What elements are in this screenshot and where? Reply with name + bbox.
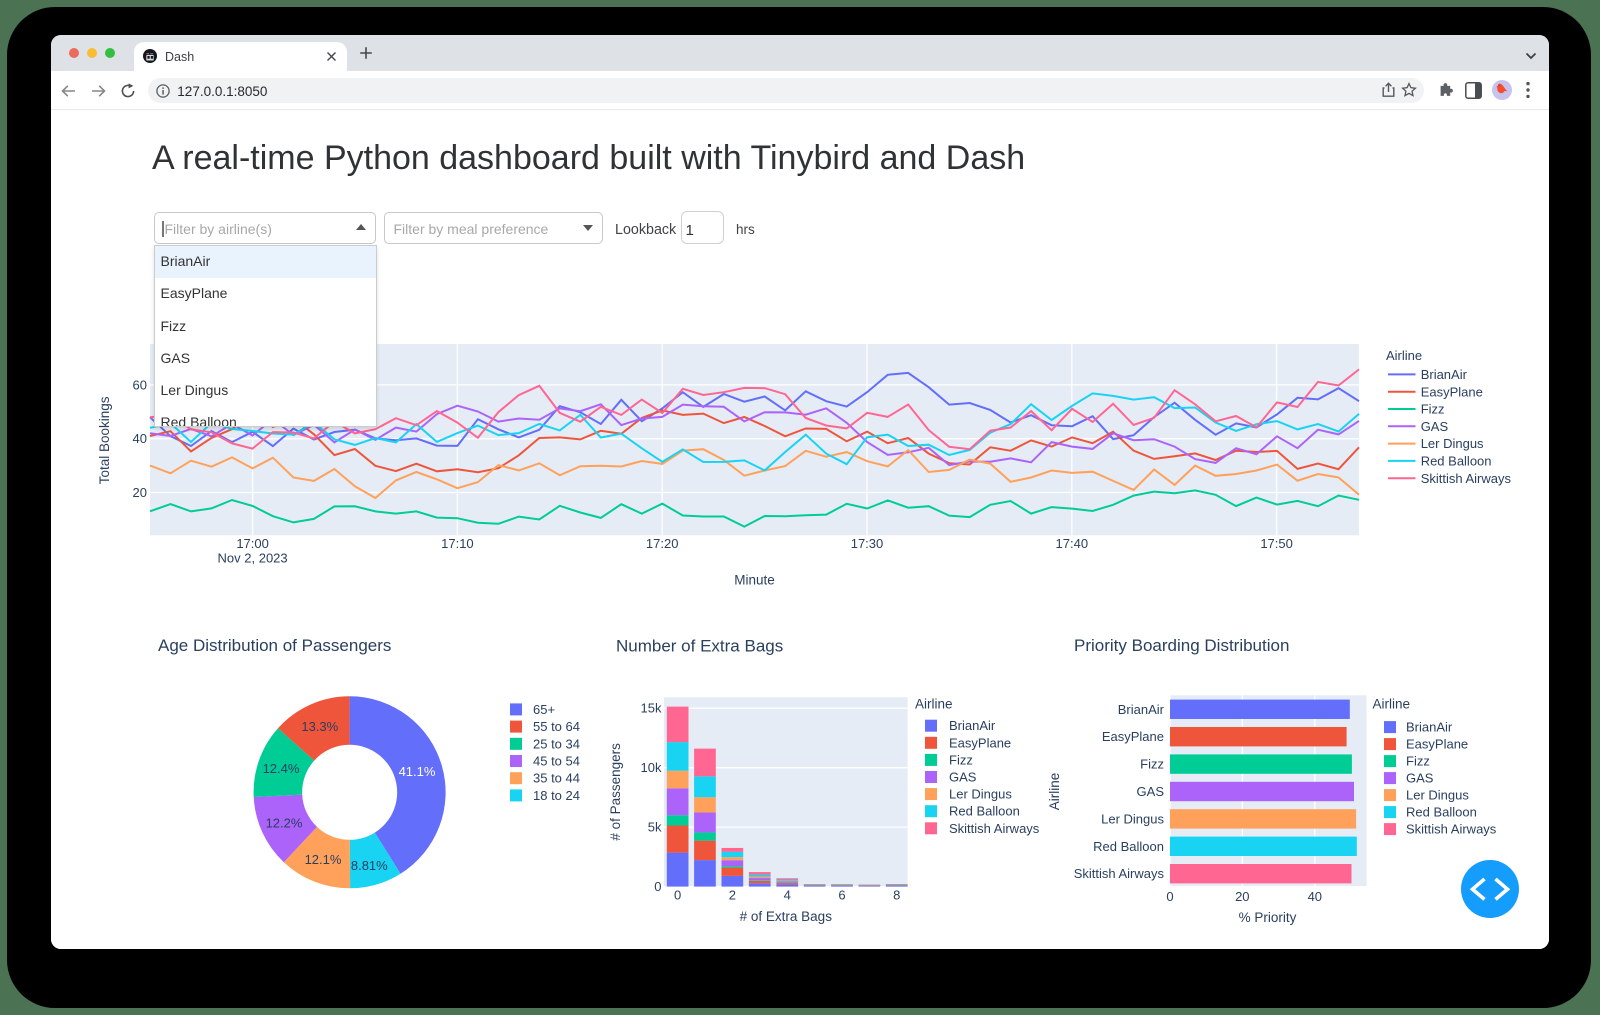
svg-text:Ler Dingus: Ler Dingus [1421,436,1484,451]
svg-text:GAS: GAS [1421,419,1449,434]
svg-text:17:20: 17:20 [646,536,679,551]
svg-text:Skittish Airways: Skittish Airways [1421,471,1512,486]
svg-text:EasyPlane: EasyPlane [1421,384,1483,399]
svg-text:Skittish Airways: Skittish Airways [949,821,1040,836]
svg-text:12.4%: 12.4% [263,761,300,776]
svg-text:5k: 5k [648,820,662,835]
svg-text:13.3%: 13.3% [301,719,338,734]
svg-text:BrianAir: BrianAir [1406,720,1453,735]
svg-text:55 to 64: 55 to 64 [533,719,580,734]
svg-text:Red Balloon: Red Balloon [1406,805,1477,820]
svg-text:Red Balloon: Red Balloon [1093,839,1164,854]
svg-text:0: 0 [654,879,661,894]
svg-text:12.2%: 12.2% [266,816,303,831]
svg-text:15k: 15k [641,701,662,716]
svg-text:Fizz: Fizz [1140,757,1164,772]
svg-text:65+: 65+ [533,702,555,717]
svg-text:Minute: Minute [734,573,775,588]
svg-text:Total Bookings: Total Bookings [97,396,112,484]
svg-text:% Priority: % Priority [1239,910,1297,925]
svg-text:0: 0 [674,888,681,903]
svg-text:25 to 34: 25 to 34 [533,736,580,751]
svg-text:Priority Boarding Distribution: Priority Boarding Distribution [1074,636,1289,655]
svg-text:17:40: 17:40 [1056,536,1089,551]
svg-text:17:50: 17:50 [1260,536,1293,551]
svg-text:BrianAir: BrianAir [1118,702,1165,717]
svg-text:35 to 44: 35 to 44 [533,771,580,786]
svg-text:Airline: Airline [915,697,953,712]
svg-text:41.1%: 41.1% [399,764,436,779]
svg-text:GAS: GAS [949,770,977,785]
svg-text:17:30: 17:30 [851,536,884,551]
svg-text:Fizz: Fizz [1406,754,1430,769]
svg-text:Ler Dingus: Ler Dingus [949,787,1012,802]
svg-text:10k: 10k [641,760,662,775]
svg-text:45 to 54: 45 to 54 [533,754,580,769]
svg-text:6: 6 [838,888,845,903]
svg-text:Red Balloon: Red Balloon [1421,454,1492,469]
svg-text:20: 20 [1235,889,1249,904]
svg-text:Fizz: Fizz [949,752,973,767]
svg-text:Ler Dingus: Ler Dingus [1406,788,1469,803]
svg-text:0: 0 [1166,889,1173,904]
svg-text:EasyPlane: EasyPlane [1406,737,1468,752]
svg-text:Nov 2, 2023: Nov 2, 2023 [218,551,288,566]
svg-text:12.1%: 12.1% [305,852,342,867]
svg-text:20: 20 [133,485,147,500]
svg-text:8: 8 [893,888,900,903]
svg-text:18 to 24: 18 to 24 [533,788,580,803]
svg-text:Airline: Airline [1373,697,1411,712]
svg-text:40: 40 [1308,889,1322,904]
svg-text:GAS: GAS [1137,784,1165,799]
svg-text:60: 60 [133,377,147,392]
svg-text:Age Distribution of Passengers: Age Distribution of Passengers [158,636,391,655]
svg-text:Skittish Airways: Skittish Airways [1074,866,1165,881]
svg-text:# of Extra Bags: # of Extra Bags [740,909,833,924]
svg-text:17:00: 17:00 [236,536,269,551]
svg-text:Airline: Airline [1047,773,1062,811]
svg-text:Number of Extra Bags: Number of Extra Bags [616,637,783,656]
svg-text:GAS: GAS [1406,771,1434,786]
svg-text:2: 2 [729,888,736,903]
svg-text:40: 40 [133,431,147,446]
svg-text:EasyPlane: EasyPlane [949,735,1011,750]
svg-text:Airline: Airline [1386,348,1422,363]
svg-text:Red Balloon: Red Balloon [949,804,1020,819]
svg-text:17:10: 17:10 [441,536,474,551]
svg-text:BrianAir: BrianAir [1421,367,1468,382]
svg-text:8.81%: 8.81% [351,858,388,873]
svg-text:EasyPlane: EasyPlane [1102,729,1164,744]
svg-text:Ler Dingus: Ler Dingus [1101,811,1164,826]
svg-text:4: 4 [784,888,791,903]
svg-text:Fizz: Fizz [1421,402,1445,417]
svg-text:BrianAir: BrianAir [949,718,996,733]
svg-text:Skittish Airways: Skittish Airways [1406,822,1497,837]
svg-text:# of Passengers: # of Passengers [608,743,623,841]
